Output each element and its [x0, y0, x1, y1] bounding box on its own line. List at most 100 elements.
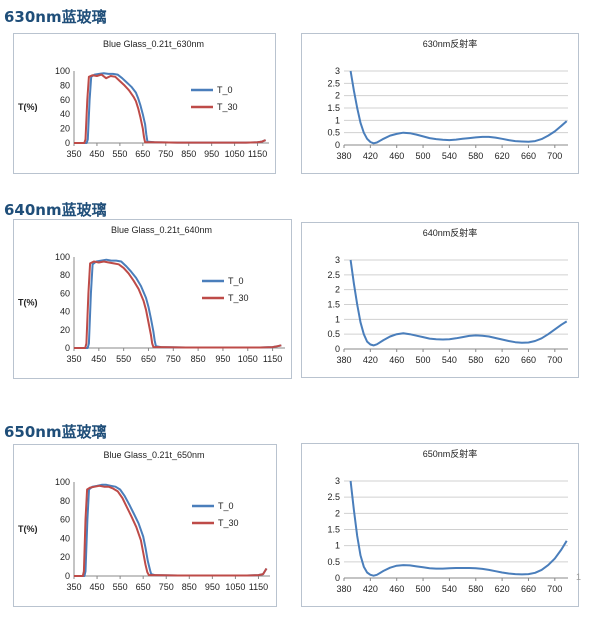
- y-tick-label: 1.5: [327, 103, 340, 113]
- x-tick-label: 950: [205, 582, 220, 592]
- y-tick-label: 80: [60, 80, 70, 90]
- y-tick-label: 60: [60, 288, 70, 298]
- legend-label: T_30: [217, 102, 238, 112]
- y-tick-label: 60: [60, 95, 70, 105]
- legend-label: T_0: [218, 501, 234, 511]
- y-tick-label: 0.5: [327, 557, 340, 567]
- y-tick-label: 0: [335, 344, 340, 354]
- chart-transmission-630: Blue Glass_0.21t_630nm 0 20 40 60 80 100 350 450…: [13, 33, 276, 174]
- chart-svg: Blue Glass_0.21t_630nm 0 20 40 60 80 100 350 450…: [18, 39, 269, 159]
- x-tick-label: 380: [336, 151, 351, 161]
- x-tick-label: 580: [468, 151, 483, 161]
- chart-title: Blue Glass_0.21t_630nm: [103, 39, 204, 49]
- chart-reflectance-640: 640nm反射率 0 0.5 1 1.5 2 2.5 3 380 420 460 500 540 580 6…: [301, 222, 579, 378]
- chart-svg: Blue Glass_0.21t_650nm 0 20 40 60 80 100 350 450…: [18, 450, 270, 592]
- section-title-650: 650nm蓝玻璃: [4, 423, 107, 441]
- y-tick-label: 2: [335, 508, 340, 518]
- chart-svg: 640nm反射率 0 0.5 1 1.5 2 2.5 3 380 420 460 500 540 580 6…: [327, 227, 568, 365]
- section-title-640: 640nm蓝玻璃: [4, 201, 107, 219]
- y-tick-label: 0: [335, 140, 340, 150]
- chart-reflectance-650: 650nm反射率 0 0.5 1 1.5 2 2.5 3 380 420 460 500 540 580 6…: [301, 443, 579, 607]
- x-tick-label: 1050: [225, 582, 245, 592]
- x-tick-label: 550: [112, 149, 127, 159]
- x-tick-label: 460: [389, 151, 404, 161]
- x-tick-label: 450: [89, 149, 104, 159]
- y-tick-label: 2: [335, 285, 340, 295]
- y-tick-label: 40: [60, 109, 70, 119]
- y-tick-label: 80: [60, 496, 70, 506]
- x-tick-label: 380: [336, 355, 351, 365]
- x-tick-label: 420: [363, 355, 378, 365]
- x-tick-label: 950: [215, 354, 230, 364]
- series-line-reflectance: [349, 259, 568, 347]
- series-line-t-30: [74, 484, 268, 577]
- y-tick-label: 2.5: [327, 492, 340, 502]
- page-marker: 1: [576, 572, 582, 582]
- y-tick-label: 2: [335, 91, 340, 101]
- chart-title: 630nm反射率: [423, 38, 478, 49]
- x-tick-label: 540: [442, 151, 457, 161]
- y-tick-label: 1.5: [327, 300, 340, 310]
- section-title-630: 630nm蓝玻璃: [4, 8, 107, 26]
- y-tick-label: 100: [55, 66, 70, 76]
- x-tick-label: 350: [66, 354, 81, 364]
- y-tick-label: 40: [60, 533, 70, 543]
- y-axis-label: T(%): [18, 298, 38, 308]
- x-tick-label: 420: [363, 584, 378, 594]
- y-axis-label: T(%): [18, 524, 38, 534]
- y-tick-label: 1: [335, 115, 340, 125]
- chart-transmission-650: Blue Glass_0.21t_650nm 0 20 40 60 80 100 350 450…: [13, 444, 277, 607]
- x-tick-label: 750: [158, 149, 173, 159]
- chart-reflectance-630: 630nm反射率 0 0.5 1 1.5 2 2.5 3 380 420 460 500 540 580 6…: [301, 33, 579, 174]
- x-tick-label: 620: [495, 584, 510, 594]
- x-tick-label: 660: [521, 151, 536, 161]
- x-tick-label: 1050: [225, 149, 245, 159]
- x-tick-label: 620: [495, 151, 510, 161]
- chart-title: Blue Glass_0.21t_640nm: [111, 225, 212, 235]
- chart-transmission-640: Blue Glass_0.21t_640nm 0 20 40 60 80 100 350 450…: [13, 219, 292, 379]
- y-tick-label: 3: [335, 66, 340, 76]
- x-tick-label: 380: [336, 584, 351, 594]
- y-tick-label: 20: [60, 552, 70, 562]
- x-tick-label: 460: [389, 584, 404, 594]
- x-tick-label: 540: [442, 355, 457, 365]
- chart-svg: Blue Glass_0.21t_640nm 0 20 40 60 80 100 350 450…: [18, 225, 285, 364]
- x-tick-label: 1150: [248, 149, 267, 159]
- legend-label: T_0: [217, 85, 233, 95]
- x-tick-label: 420: [363, 151, 378, 161]
- legend-label: T_30: [228, 293, 249, 303]
- y-tick-label: 2.5: [327, 78, 340, 88]
- x-tick-label: 460: [389, 355, 404, 365]
- y-tick-label: 0: [65, 343, 70, 353]
- x-tick-label: 650: [135, 149, 150, 159]
- legend-label: T_30: [218, 518, 239, 528]
- legend-label: T_0: [228, 276, 244, 286]
- x-tick-label: 750: [159, 582, 174, 592]
- y-tick-label: 3: [335, 476, 340, 486]
- series-line-t-0: [74, 258, 282, 349]
- x-tick-label: 850: [181, 149, 196, 159]
- y-tick-label: 20: [60, 124, 70, 134]
- y-tick-label: 100: [55, 477, 70, 487]
- series-line-t-30: [74, 73, 266, 144]
- x-tick-label: 660: [521, 355, 536, 365]
- x-tick-label: 350: [66, 582, 81, 592]
- y-tick-label: 0: [65, 138, 70, 148]
- y-tick-label: 0: [335, 573, 340, 583]
- y-tick-label: 100: [55, 252, 70, 262]
- x-tick-label: 580: [468, 355, 483, 365]
- series-line-reflectance: [349, 70, 568, 145]
- y-tick-label: 0: [65, 571, 70, 581]
- x-tick-label: 620: [495, 355, 510, 365]
- x-tick-label: 500: [416, 355, 431, 365]
- x-tick-label: 580: [468, 584, 483, 594]
- chart-svg: 630nm反射率 0 0.5 1 1.5 2 2.5 3 380 420 460 500 540 580 6…: [327, 38, 568, 161]
- y-tick-label: 2.5: [327, 270, 340, 280]
- x-tick-label: 540: [442, 584, 457, 594]
- y-tick-label: 60: [60, 515, 70, 525]
- y-tick-label: 20: [60, 325, 70, 335]
- chart-title: 640nm反射率: [423, 227, 478, 238]
- x-tick-label: 700: [547, 151, 562, 161]
- x-tick-label: 500: [416, 584, 431, 594]
- chart-svg: 650nm反射率 0 0.5 1 1.5 2 2.5 3 380 420 460 500 540 580 6…: [327, 448, 568, 594]
